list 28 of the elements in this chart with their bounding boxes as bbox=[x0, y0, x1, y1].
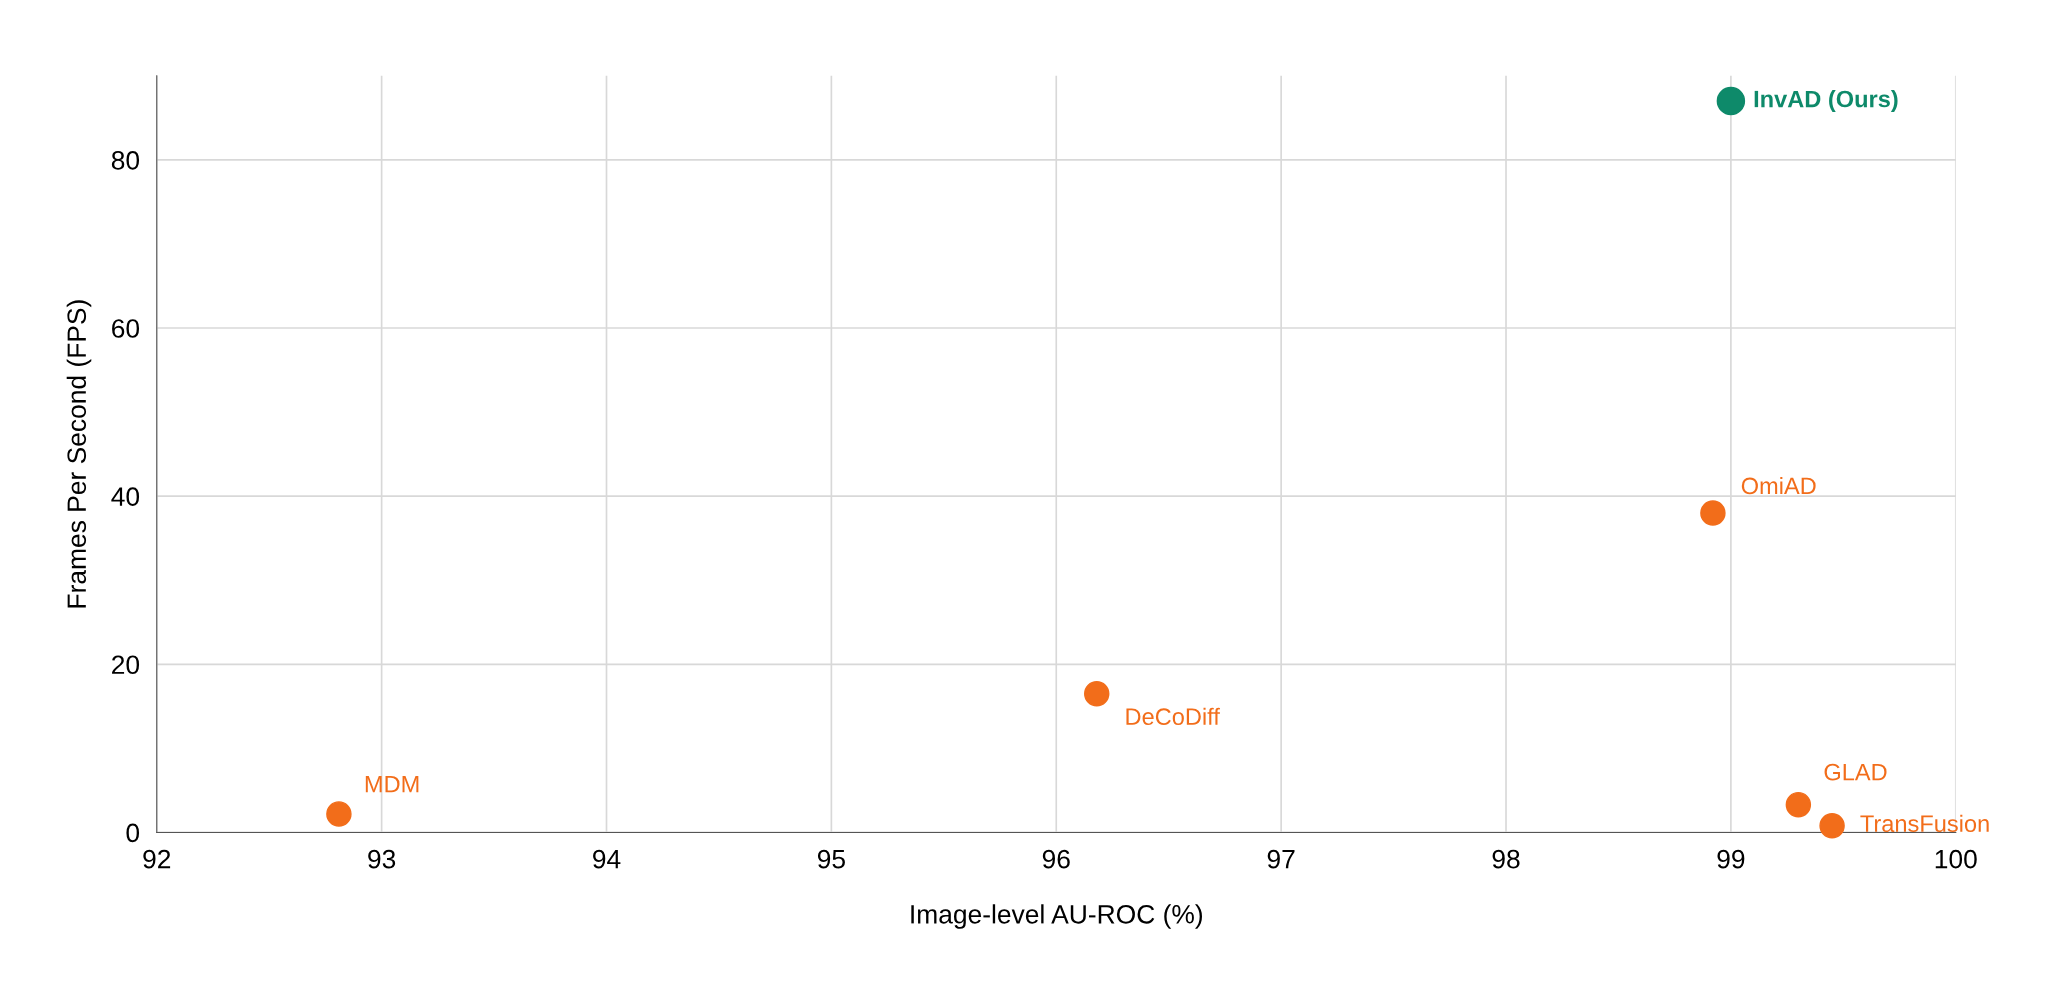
x-tick-label: 92 bbox=[143, 849, 171, 869]
point bbox=[1716, 86, 1746, 116]
y-axis-title: Frames Per Second (FPS) bbox=[66, 300, 92, 608]
series-label: DeCoDiff bbox=[1126, 707, 1220, 726]
x-tick-label: 95 bbox=[817, 849, 845, 869]
point bbox=[1700, 500, 1726, 526]
x-tick-label: 97 bbox=[1267, 849, 1295, 869]
point bbox=[1084, 681, 1110, 707]
x-axis-title: Image-level AU-ROC (%) bbox=[911, 904, 1202, 929]
point bbox=[1819, 812, 1845, 839]
x-tick-label: 96 bbox=[1042, 849, 1070, 869]
series-label: TransFusion bbox=[1860, 814, 1989, 833]
point bbox=[326, 801, 352, 827]
x-tick-label: 98 bbox=[1492, 849, 1520, 869]
y-tick-label: 80 bbox=[111, 151, 140, 170]
y-tick-label: 0 bbox=[126, 823, 140, 843]
series-label: MDM bbox=[365, 776, 419, 793]
y-tick-label: 40 bbox=[111, 487, 140, 506]
series-label: InvAD (Ours) bbox=[1754, 90, 1898, 113]
x-tick-label: 100 bbox=[1935, 849, 1977, 869]
x-tick-label: 93 bbox=[368, 849, 396, 869]
series-label: OmiAD bbox=[1741, 476, 1816, 495]
y-tick-label: 60 bbox=[112, 319, 140, 338]
point bbox=[1785, 791, 1812, 818]
series-label: GLAD bbox=[1824, 763, 1887, 781]
x-tick-label: 94 bbox=[593, 849, 621, 869]
y-tick-label: 20 bbox=[112, 655, 140, 675]
x-tick-label: 99 bbox=[1717, 849, 1745, 869]
